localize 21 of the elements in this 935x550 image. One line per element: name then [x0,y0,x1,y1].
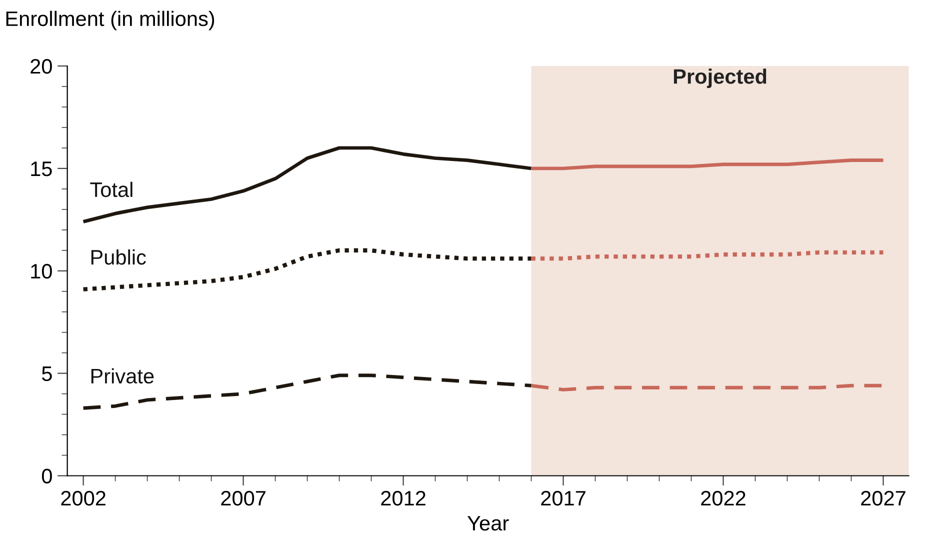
band-label: Projected [674,68,766,88]
line-series [529,250,886,261]
x-tick-label: 2007 [221,490,266,506]
line-series [81,248,534,292]
x-tick-label: 2012 [381,490,426,506]
line-series [530,158,885,170]
series-label: Total [90,182,132,198]
x-axis-title: Year [467,516,509,531]
x-tick-label: 2022 [701,490,746,506]
line-series [82,146,533,224]
series-label: Private [91,368,154,384]
y-tick-label: 10 [31,264,52,279]
y-tick-label: 20 [30,59,52,74]
y-tick-label: 0 [42,468,52,484]
x-tick-label: 2002 [61,490,106,506]
y-axis-title: Enrollment (in millions) [6,10,214,30]
y-tick-label: 15 [31,162,52,176]
series-label: Public [91,249,146,265]
x-tick-label: 2027 [861,490,906,506]
x-tick-label: 2017 [541,490,586,506]
y-tick-label: 5 [42,366,52,382]
